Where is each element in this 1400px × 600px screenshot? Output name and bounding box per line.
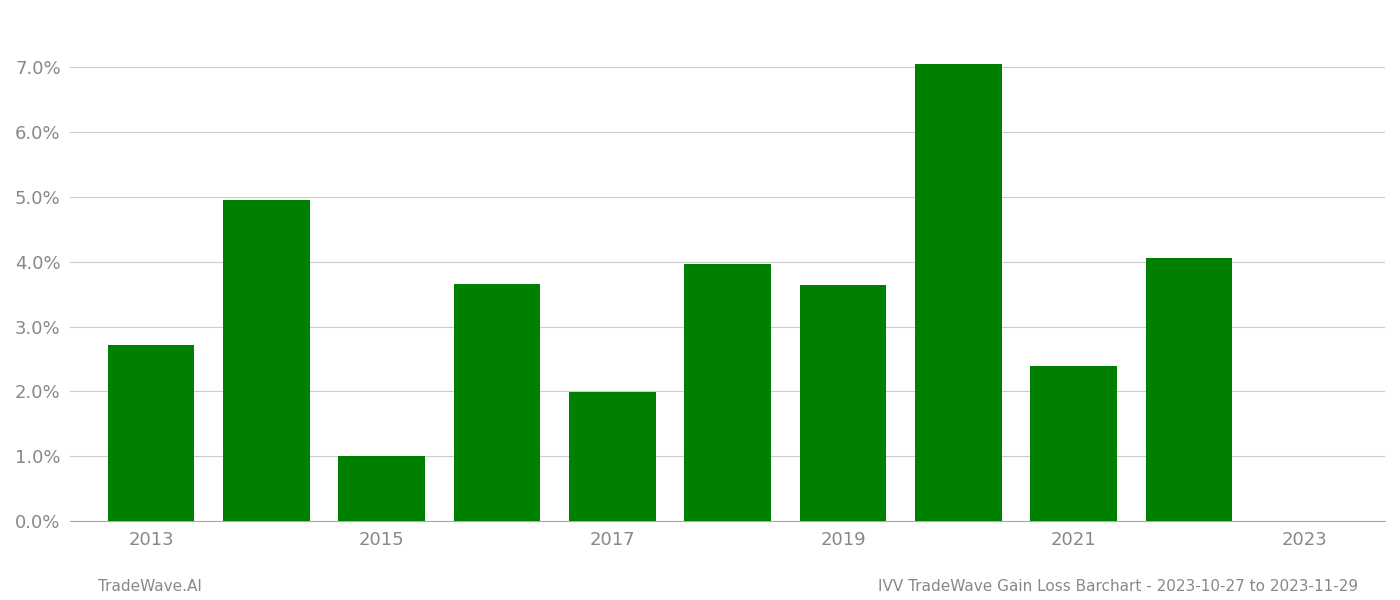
Text: IVV TradeWave Gain Loss Barchart - 2023-10-27 to 2023-11-29: IVV TradeWave Gain Loss Barchart - 2023-… [878,579,1358,594]
Bar [799,285,886,521]
Bar [339,457,426,521]
Bar [916,64,1001,521]
Bar [454,284,540,521]
Bar [1030,366,1117,521]
Bar [108,346,195,521]
Text: TradeWave.AI: TradeWave.AI [98,579,202,594]
Bar [570,392,655,521]
Bar [685,264,771,521]
Bar [1145,259,1232,521]
Bar [223,200,309,521]
